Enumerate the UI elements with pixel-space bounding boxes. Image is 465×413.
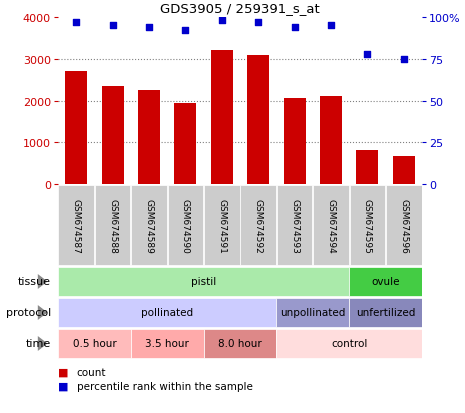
Bar: [138, 91, 160, 185]
Point: [182, 28, 189, 35]
Bar: [167, 185, 203, 266]
Bar: [204, 185, 239, 266]
Point: [291, 25, 299, 31]
Bar: [58, 298, 276, 328]
Polygon shape: [38, 274, 47, 289]
Text: GSM674590: GSM674590: [181, 198, 190, 253]
Text: GSM674587: GSM674587: [72, 198, 81, 253]
Bar: [131, 329, 204, 358]
Bar: [247, 55, 269, 185]
Text: GSM674593: GSM674593: [290, 198, 299, 253]
Bar: [313, 185, 349, 266]
Text: control: control: [331, 339, 367, 349]
Bar: [350, 185, 385, 266]
Text: GSM674591: GSM674591: [217, 198, 226, 253]
Text: GSM674596: GSM674596: [399, 198, 408, 253]
Text: protocol: protocol: [6, 308, 51, 318]
Bar: [284, 99, 306, 185]
Text: pollinated: pollinated: [141, 308, 193, 318]
Point: [73, 20, 80, 26]
Text: pistil: pistil: [191, 277, 216, 287]
Bar: [58, 267, 349, 297]
Bar: [276, 329, 422, 358]
Bar: [240, 185, 276, 266]
Polygon shape: [38, 305, 47, 320]
Text: GSM674595: GSM674595: [363, 198, 372, 253]
Text: GSM674588: GSM674588: [108, 198, 117, 253]
Text: tissue: tissue: [18, 277, 51, 287]
Bar: [276, 298, 349, 328]
Text: 3.5 hour: 3.5 hour: [145, 339, 189, 349]
Text: 8.0 hour: 8.0 hour: [218, 339, 262, 349]
Text: GSM674594: GSM674594: [326, 198, 336, 253]
Point: [400, 56, 407, 63]
Point: [109, 23, 116, 30]
Bar: [349, 267, 422, 297]
Text: ■: ■: [58, 381, 68, 391]
Text: time: time: [26, 339, 51, 349]
Bar: [393, 156, 415, 185]
Bar: [357, 150, 379, 185]
Title: GDS3905 / 259391_s_at: GDS3905 / 259391_s_at: [160, 2, 320, 15]
Bar: [320, 97, 342, 185]
Point: [254, 20, 262, 26]
Text: GSM674589: GSM674589: [145, 198, 153, 253]
Bar: [277, 185, 312, 266]
Text: ■: ■: [58, 367, 68, 377]
Point: [218, 18, 226, 25]
Bar: [95, 185, 131, 266]
Point: [364, 51, 371, 58]
Text: count: count: [77, 367, 106, 377]
Text: ovule: ovule: [372, 277, 400, 287]
Text: unfertilized: unfertilized: [356, 308, 415, 318]
Text: percentile rank within the sample: percentile rank within the sample: [77, 381, 252, 391]
Text: 0.5 hour: 0.5 hour: [73, 339, 116, 349]
Bar: [174, 103, 196, 185]
Bar: [211, 51, 232, 185]
Bar: [59, 185, 94, 266]
Bar: [65, 72, 87, 185]
Text: unpollinated: unpollinated: [280, 308, 345, 318]
Bar: [58, 329, 131, 358]
Polygon shape: [38, 336, 47, 351]
Bar: [386, 185, 422, 266]
Bar: [349, 298, 422, 328]
Point: [327, 23, 335, 30]
Text: GSM674592: GSM674592: [254, 198, 263, 253]
Bar: [204, 329, 276, 358]
Bar: [102, 87, 124, 185]
Bar: [131, 185, 167, 266]
Point: [145, 25, 153, 31]
